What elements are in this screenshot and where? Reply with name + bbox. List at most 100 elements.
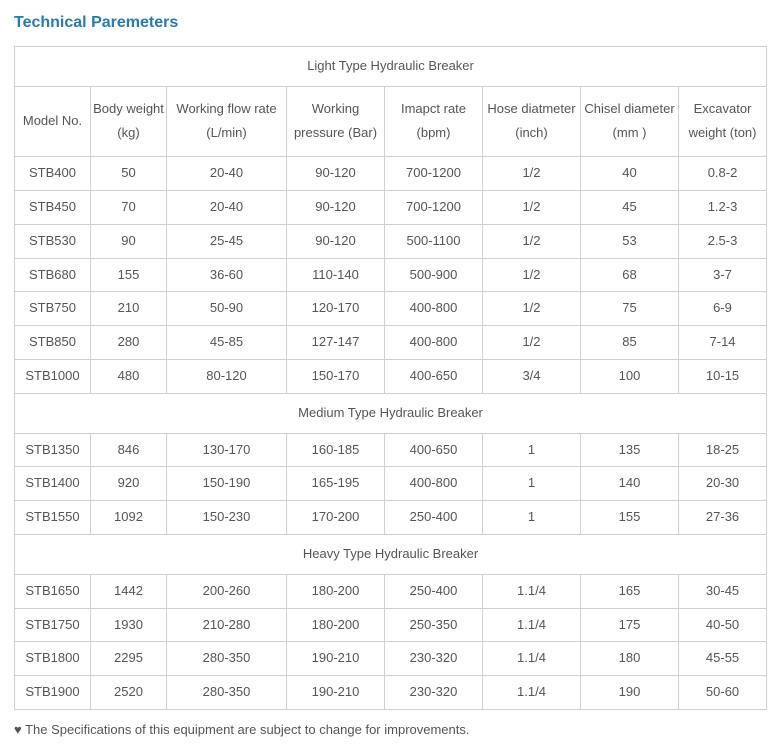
table-cell: 1930 [91,608,167,642]
table-cell: 130-170 [167,433,287,467]
table-cell: 210 [91,292,167,326]
table-cell: 400-800 [385,292,483,326]
table-cell: 400-800 [385,467,483,501]
column-header: Imapct rate (bpm) [385,86,483,156]
table-cell: 20-40 [167,190,287,224]
table-cell: 180 [581,642,679,676]
table-cell: 500-1100 [385,224,483,258]
table-cell: 2.5-3 [679,224,767,258]
table-cell: 45-85 [167,326,287,360]
table-cell: 25-45 [167,224,287,258]
group-header: Medium Type Hydraulic Breaker [15,393,767,433]
table-cell: 150-190 [167,467,287,501]
table-row: STB68015536-60110-140500-9001/2683-7 [15,258,767,292]
table-cell: 280 [91,326,167,360]
table-row: STB100048080-120150-170400-6503/410010-1… [15,359,767,393]
spec-table: Light Type Hydraulic BreakerModel No.Bod… [14,46,767,710]
table-cell: 18-25 [679,433,767,467]
table-cell: 400-650 [385,433,483,467]
table-cell: 180-200 [287,608,385,642]
table-row: STB85028045-85127-147400-8001/2857-14 [15,326,767,360]
table-cell: 50-90 [167,292,287,326]
table-cell: 180-200 [287,574,385,608]
table-cell: 90 [91,224,167,258]
table-cell: STB1750 [15,608,91,642]
table-cell: 1.1/4 [483,574,581,608]
table-row: STB18002295280-350190-210230-3201.1/4180… [15,642,767,676]
table-cell: 700-1200 [385,157,483,191]
table-cell: 1/2 [483,190,581,224]
column-header: Hose diatmeter (inch) [483,86,581,156]
table-cell: 40-50 [679,608,767,642]
table-cell: 90-120 [287,224,385,258]
table-cell: 1 [483,433,581,467]
table-cell: 250-350 [385,608,483,642]
table-cell: 50-60 [679,676,767,710]
table-cell: 80-120 [167,359,287,393]
table-cell: 1.1/4 [483,608,581,642]
table-cell: 165-195 [287,467,385,501]
table-cell: 45-55 [679,642,767,676]
table-cell: STB530 [15,224,91,258]
table-cell: 1/2 [483,258,581,292]
table-row: STB4507020-4090-120700-12001/2451.2-3 [15,190,767,224]
table-cell: 155 [91,258,167,292]
table-cell: STB1400 [15,467,91,501]
table-cell: 70 [91,190,167,224]
table-cell: 160-185 [287,433,385,467]
table-cell: 30-45 [679,574,767,608]
table-cell: 280-350 [167,676,287,710]
table-cell: 250-400 [385,501,483,535]
table-cell: STB1900 [15,676,91,710]
table-cell: STB750 [15,292,91,326]
table-cell: 920 [91,467,167,501]
table-cell: STB1800 [15,642,91,676]
column-header: Excavator weight (ton) [679,86,767,156]
table-cell: 40 [581,157,679,191]
table-cell: 75 [581,292,679,326]
table-cell: 480 [91,359,167,393]
table-cell: 230-320 [385,642,483,676]
table-cell: 135 [581,433,679,467]
table-cell: STB450 [15,190,91,224]
table-cell: 127-147 [287,326,385,360]
table-row: STB17501930210-280180-200250-3501.1/4175… [15,608,767,642]
section-title: Technical Paremeters [14,14,766,32]
table-cell: 100 [581,359,679,393]
table-cell: 190-210 [287,642,385,676]
table-cell: 170-200 [287,501,385,535]
table-cell: 45 [581,190,679,224]
table-cell: 150-230 [167,501,287,535]
table-cell: 85 [581,326,679,360]
table-cell: 120-170 [287,292,385,326]
table-row: STB4005020-4090-120700-12001/2400.8-2 [15,157,767,191]
table-cell: 27-36 [679,501,767,535]
table-cell: 846 [91,433,167,467]
table-cell: 200-260 [167,574,287,608]
table-cell: 10-15 [679,359,767,393]
table-cell: 50 [91,157,167,191]
table-cell: 1 [483,467,581,501]
table-cell: 7-14 [679,326,767,360]
table-cell: 2520 [91,676,167,710]
table-cell: 1.1/4 [483,676,581,710]
table-row: STB1350846130-170160-185400-650113518-25 [15,433,767,467]
table-cell: 1/2 [483,224,581,258]
table-cell: 1.2-3 [679,190,767,224]
table-cell: 155 [581,501,679,535]
table-row: STB5309025-4590-120500-11001/2532.5-3 [15,224,767,258]
table-cell: 400-800 [385,326,483,360]
table-cell: 90-120 [287,157,385,191]
table-cell: STB400 [15,157,91,191]
table-cell: 1442 [91,574,167,608]
table-cell: 0.8-2 [679,157,767,191]
table-cell: 3-7 [679,258,767,292]
group-header: Light Type Hydraulic Breaker [15,47,767,87]
table-row: STB19002520280-350190-210230-3201.1/4190… [15,676,767,710]
table-cell: 1 [483,501,581,535]
table-row: STB16501442200-260180-200250-4001.1/4165… [15,574,767,608]
table-cell: 3/4 [483,359,581,393]
table-cell: 175 [581,608,679,642]
table-cell: 500-900 [385,258,483,292]
column-header: Model No. [15,86,91,156]
